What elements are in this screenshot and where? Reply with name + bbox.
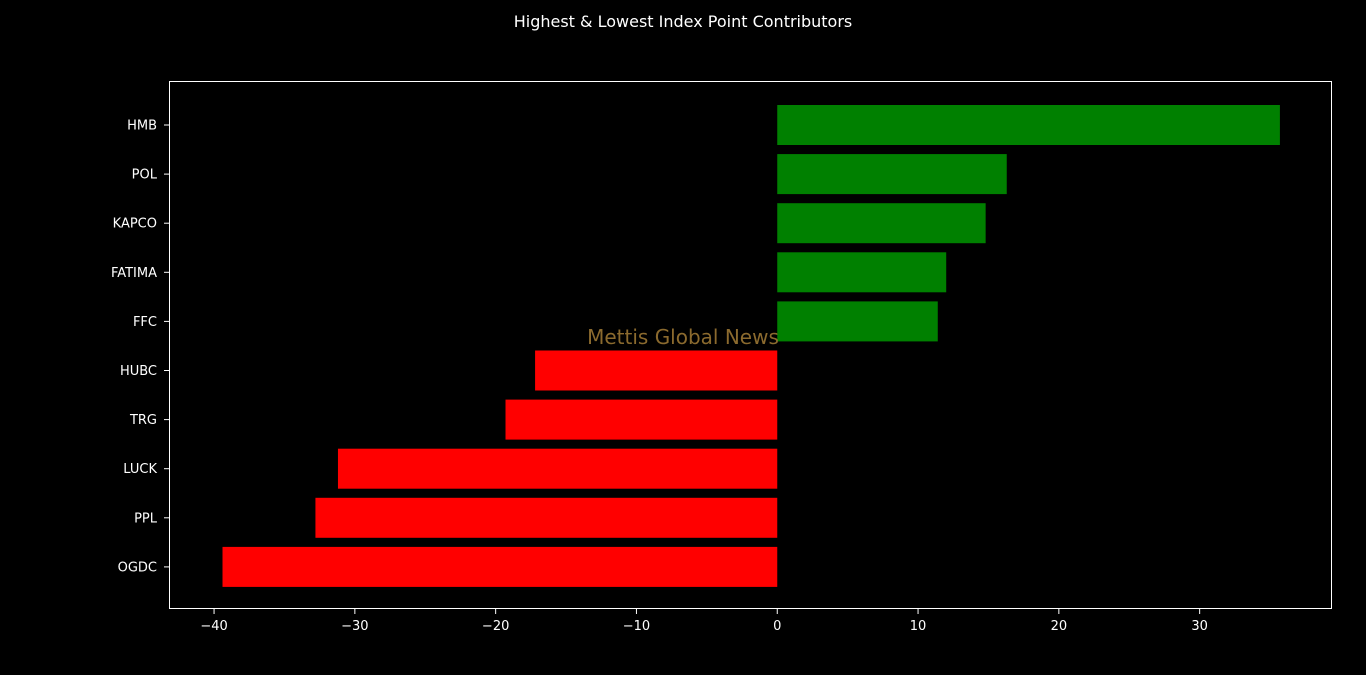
- bar-luck: [337, 448, 778, 489]
- x-tick-label: 0: [773, 619, 781, 634]
- y-tick-label: POL: [132, 168, 158, 183]
- bar-ogdc: [222, 546, 778, 587]
- y-tick-label: TRG: [129, 413, 157, 428]
- bar-pol: [777, 154, 1007, 195]
- bar-fatima: [777, 252, 947, 293]
- bar-hmb: [777, 105, 1280, 145]
- x-tick-label: 20: [1051, 619, 1068, 634]
- y-tick-label: KAPCO: [113, 217, 157, 232]
- y-tick-label: HMB: [127, 119, 157, 134]
- axes-frame: [169, 81, 1332, 609]
- watermark-text: Mettis Global News: [587, 325, 779, 349]
- x-tick-label: −40: [200, 619, 227, 634]
- x-tick-label: −10: [623, 619, 650, 634]
- bar-hubc: [535, 350, 778, 391]
- x-tick-label: 10: [910, 619, 927, 634]
- bar-ffc: [777, 301, 938, 342]
- y-tick-label: FATIMA: [111, 266, 157, 281]
- y-tick-label: LUCK: [123, 462, 157, 477]
- x-tick-label: −20: [482, 619, 509, 634]
- bar-kapco: [777, 203, 986, 244]
- y-tick-label: OGDC: [118, 560, 157, 575]
- plot-area: HMB POL KAPCO FATIMA FFC HUBC TRG LUCK PPL OGDC −4…: [111, 81, 1332, 634]
- y-tick-label: HUBC: [120, 364, 157, 379]
- bar-trg: [505, 399, 778, 440]
- chart-title: Highest & Lowest Index Point Contributor…: [514, 12, 853, 31]
- x-tick-label: −30: [341, 619, 368, 634]
- y-tick-label: PPL: [134, 511, 158, 526]
- bar-ppl: [315, 497, 778, 538]
- x-tick-label: 30: [1191, 619, 1208, 634]
- y-tick-label: FFC: [133, 315, 157, 330]
